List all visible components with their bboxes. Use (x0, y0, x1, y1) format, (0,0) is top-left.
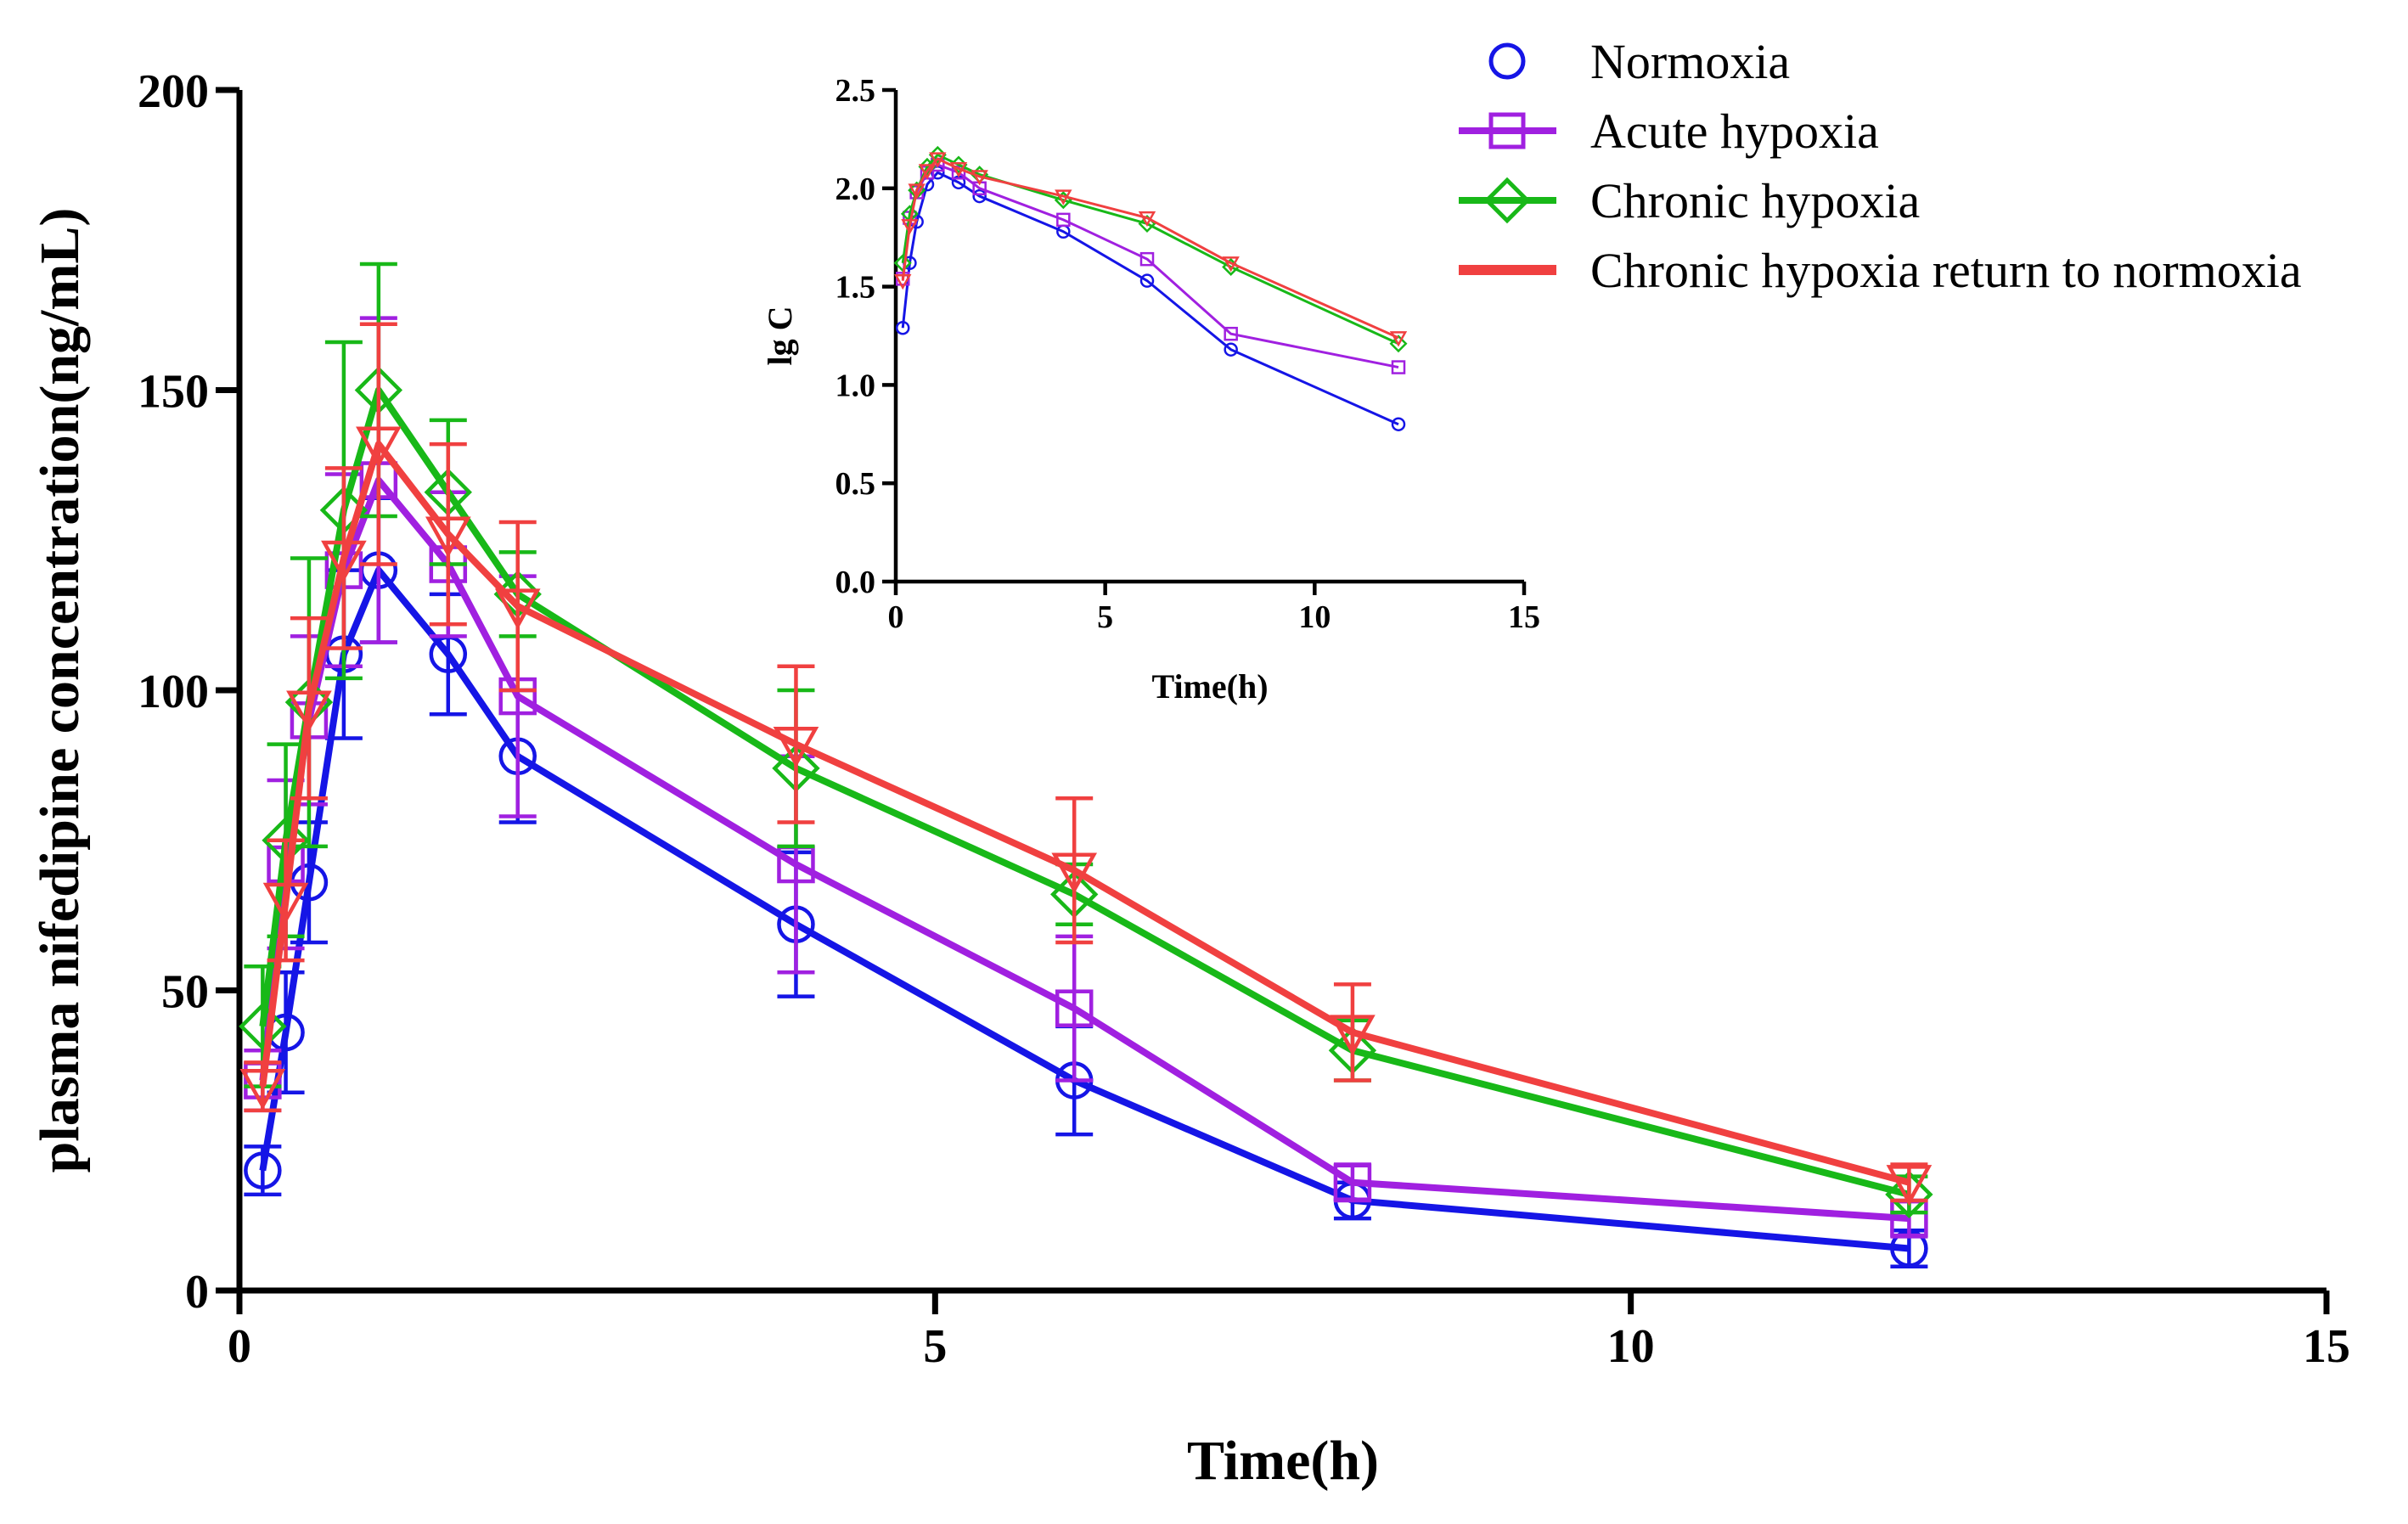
legend-item: Chronic hypoxia (1459, 173, 1920, 228)
series-line (259, 441, 1910, 1186)
data-point (918, 164, 937, 180)
data-point (425, 516, 471, 558)
legend-label: Chronic hypoxia return to normoxia (1590, 243, 2302, 298)
data-point (1138, 211, 1156, 228)
legend: Normoxia Acute hypoxia Chronic hypoxia Chro… (1459, 34, 2302, 298)
data-point (908, 183, 926, 200)
legend-label: Chronic hypoxia (1590, 173, 1920, 228)
y-axis-title: lg C (761, 306, 799, 366)
data-point (1224, 326, 1238, 341)
data-point (1389, 331, 1408, 347)
data-point (949, 161, 968, 178)
series-line (901, 171, 1399, 426)
data-point (895, 320, 910, 335)
data-point (1222, 256, 1240, 273)
legend-item: Normoxia (1488, 34, 1790, 89)
x-axis-title: Time(h) (1151, 667, 1268, 706)
y-tick-label: 0.0 (835, 565, 876, 600)
data-point (262, 882, 309, 925)
data-point (286, 690, 332, 732)
series-acute-hypoxia (244, 316, 1928, 1239)
data-point (1139, 251, 1155, 267)
y-tick-label: 2.5 (835, 73, 876, 109)
legend-label: Acute hypoxia (1590, 104, 1879, 159)
x-tick-label: 0 (228, 1320, 251, 1373)
series-line (901, 157, 1399, 340)
data-point (1224, 342, 1238, 357)
data-point (356, 426, 402, 468)
data-point (321, 540, 367, 582)
legend-item: Acute hypoxia (1459, 104, 1879, 159)
y-tick-label: 100 (138, 666, 209, 718)
data-point (1051, 852, 1098, 894)
data-point (239, 1002, 287, 1051)
data-point (1330, 1015, 1376, 1056)
data-point (1389, 335, 1408, 353)
data-point (1056, 212, 1071, 228)
series-line (259, 566, 1910, 1252)
data-point (244, 1151, 282, 1189)
series-chronic-hypoxia (239, 261, 1933, 1219)
x-tick-label: 15 (2303, 1320, 2350, 1373)
data-point (1886, 1165, 1933, 1206)
y-tick-label: 1.0 (835, 368, 876, 403)
y-tick-label: 200 (138, 65, 209, 118)
x-tick-label: 5 (1097, 599, 1113, 635)
y-tick-label: 2.0 (835, 172, 876, 207)
y-tick-label: 0.5 (835, 466, 876, 502)
data-point (901, 219, 919, 235)
data-point (972, 188, 987, 204)
y-tick-label: 50 (161, 966, 209, 1019)
legend-label: Normoxia (1590, 34, 1790, 89)
series-chronic-hypoxia-return-to-normoxia (239, 322, 1933, 1206)
x-axis-title: Time(h) (1187, 1430, 1379, 1492)
y-tick-label: 150 (138, 366, 209, 419)
data-point (929, 152, 947, 168)
data-point (1333, 1163, 1372, 1201)
series-normoxia (895, 166, 1406, 431)
y-axis-title: plasma nifedipine concentration(ng/mL) (29, 208, 91, 1173)
x-tick-label: 10 (1607, 1320, 1655, 1373)
y-tick-label: 1.5 (835, 270, 876, 306)
x-tick-label: 10 (1298, 599, 1331, 635)
series-acute-hypoxia (895, 157, 1406, 374)
data-point (1391, 417, 1406, 431)
x-tick-label: 15 (1508, 599, 1540, 635)
series-chronic-hypoxia-return-to-normoxia (894, 152, 1408, 347)
legend-marker (1488, 42, 1526, 80)
legend-marker (1483, 177, 1531, 224)
data-point (773, 726, 819, 768)
inset-plot: 0 5 10 15 0.0 0.5 1.0 1.5 2.0 2.5 Time(h) lg C (761, 73, 1540, 706)
y-tick-label: 0 (185, 1266, 209, 1319)
data-point (494, 588, 541, 630)
data-point (971, 170, 988, 186)
data-point (1139, 273, 1155, 288)
data-point (1055, 189, 1072, 205)
legend-item: Chronic hypoxia return to normoxia (1459, 243, 2302, 298)
series-line (259, 386, 1910, 1198)
data-point (1055, 989, 1094, 1027)
data-point (1391, 360, 1406, 374)
data-point (894, 273, 912, 290)
x-tick-label: 0 (888, 599, 904, 635)
data-point (1885, 1170, 1933, 1219)
data-point (239, 1068, 286, 1111)
data-point (951, 166, 966, 180)
data-point (893, 254, 912, 273)
legend-marker (1488, 112, 1526, 149)
x-tick-label: 5 (923, 1320, 947, 1373)
series-chronic-hypoxia (893, 145, 1408, 353)
